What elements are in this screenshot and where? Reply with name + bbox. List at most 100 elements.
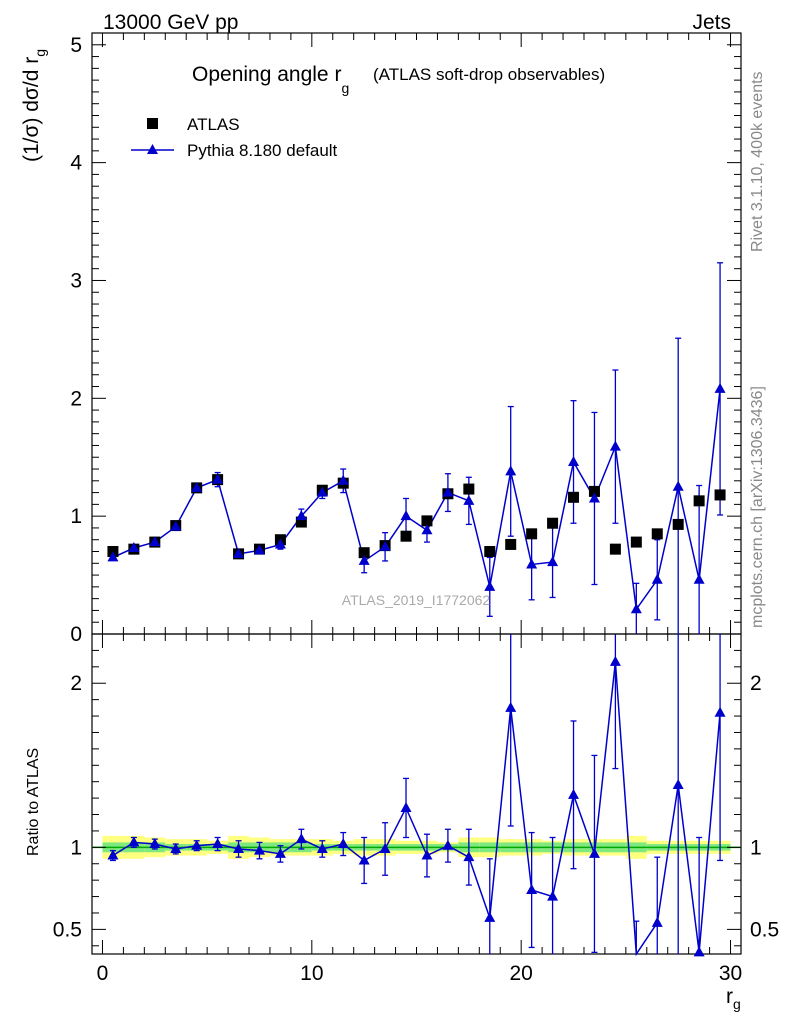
pythia-data-point xyxy=(609,440,621,451)
atlas-data-point xyxy=(672,518,684,530)
ratio-data-point xyxy=(253,844,265,855)
y-tick-label-main: 2 xyxy=(70,387,82,410)
ratio-data-point xyxy=(379,842,391,853)
atlas-data-point xyxy=(568,491,580,503)
atlas-data-point xyxy=(547,517,559,529)
ratio-data-point xyxy=(358,854,370,865)
pythia-data-point xyxy=(337,474,349,485)
energy-label: 13000 GeV pp xyxy=(103,11,238,34)
pythia-data-point xyxy=(233,547,245,558)
ratio-data-point xyxy=(609,655,621,666)
ratio-data-point xyxy=(505,701,517,712)
process-label: Jets xyxy=(692,11,731,34)
ratio-data-point xyxy=(672,778,684,789)
atlas-data-point xyxy=(358,547,370,559)
legend: ATLAS Pythia 8.180 default xyxy=(131,115,338,160)
y-tick-label-main: 5 xyxy=(70,34,82,57)
atlas-data-point xyxy=(463,483,475,495)
pythia-data-point xyxy=(274,538,286,549)
pythia-data-point xyxy=(505,465,517,476)
pythia-data-point xyxy=(358,554,370,565)
atlas-data-point xyxy=(693,495,705,507)
atlas-data-point xyxy=(484,546,496,558)
pythia-data-point xyxy=(630,603,642,614)
pythia-data-point xyxy=(295,510,307,521)
rivet-version-text: Rivet 3.1.10, 400k events xyxy=(749,71,766,252)
pythia-data-point xyxy=(379,540,391,551)
ratio-data-point xyxy=(442,839,454,850)
atlas-data-point xyxy=(295,516,307,528)
axis-ticks: 0 10 20 30 0 1 2 3 4 5 0.5 0.5 1 1 2 2 xyxy=(53,32,779,985)
mcplots-reference-text: mcplots.cern.ch [arXiv:1306.3436] xyxy=(749,386,766,628)
legend-atlas-marker xyxy=(147,118,158,129)
pythia-data-point xyxy=(149,536,161,547)
ratio-data-point xyxy=(463,851,475,862)
pythia-data-point xyxy=(568,455,580,466)
ratio-data-point xyxy=(274,847,286,858)
atlas-data-point xyxy=(609,543,621,555)
x-axis-label-subscript: g xyxy=(733,996,741,1012)
chart-title: Opening angle rg xyxy=(192,63,349,96)
y-tick-label-main: 1 xyxy=(70,505,82,528)
main-plot-series xyxy=(107,262,726,634)
y-tick-label-ratio-right: 2 xyxy=(750,672,762,695)
ratio-data-point xyxy=(588,847,600,858)
atlas-data-point xyxy=(400,530,412,542)
pythia-data-point xyxy=(484,580,496,591)
pythia-data-point xyxy=(316,486,328,497)
pythia-data-point xyxy=(672,480,684,491)
ratio-data-point xyxy=(693,946,705,957)
pythia-data-point xyxy=(651,573,663,584)
ratio-data-point xyxy=(170,842,182,853)
y-tick-label-main: 0 xyxy=(70,623,82,646)
y-tick-label-main: 3 xyxy=(70,269,82,292)
legend-pythia-marker xyxy=(147,144,158,154)
pythia-data-point xyxy=(463,494,475,505)
x-tick-label: 10 xyxy=(300,962,323,985)
pythia-data-point xyxy=(421,524,433,535)
ratio-plot-series xyxy=(107,634,726,957)
atlas-data-point xyxy=(505,538,517,550)
legend-pythia-label: Pythia 8.180 default xyxy=(187,141,338,160)
atlas-data-point xyxy=(630,536,642,548)
y-tick-label-ratio-right: 0.5 xyxy=(750,918,779,941)
pythia-data-point xyxy=(107,551,119,562)
pythia-data-point xyxy=(442,486,454,497)
ratio-data-point xyxy=(547,890,559,901)
pythia-data-point xyxy=(714,382,726,393)
ratio-data-point xyxy=(651,916,663,927)
ratio-series-line xyxy=(112,661,721,957)
atlas-data-point xyxy=(421,515,433,527)
x-tick-label: 30 xyxy=(719,962,742,985)
x-axis-label: rg xyxy=(726,985,741,1012)
y-tick-label-main: 4 xyxy=(70,152,82,175)
x-tick-label: 0 xyxy=(97,962,109,985)
atlas-data-point xyxy=(651,528,663,540)
pythia-data-point xyxy=(170,520,182,531)
pythia-data-point xyxy=(526,558,538,569)
ratio-data-point xyxy=(526,884,538,894)
ratio-data-point xyxy=(714,706,726,717)
pythia-data-point xyxy=(191,481,203,492)
ratio-data-point xyxy=(421,849,433,860)
y-axis-label-main-subscript: g xyxy=(32,49,48,57)
y-axis-label-ratio: Ratio to ATLAS xyxy=(25,748,42,856)
atlas-data-point xyxy=(526,528,538,540)
ratio-data-point xyxy=(212,838,224,849)
x-tick-label: 20 xyxy=(509,962,532,985)
pythia-data-point xyxy=(128,541,140,552)
ratio-data-point xyxy=(568,788,580,799)
pythia-data-point xyxy=(400,510,412,521)
chart-title-subscript: g xyxy=(341,80,349,96)
ratio-data-point xyxy=(107,849,119,860)
analysis-watermark: ATLAS_2019_I1772062 xyxy=(342,592,491,608)
pythia-data-point xyxy=(547,556,559,567)
pythia-data-point xyxy=(212,473,224,484)
ratio-data-point xyxy=(484,911,496,922)
pythia-data-point xyxy=(588,492,600,503)
ratio-data-point xyxy=(316,842,328,853)
ratio-data-point xyxy=(337,838,349,849)
atlas-data-point xyxy=(588,485,600,497)
y-tick-label-ratio: 2 xyxy=(70,672,82,695)
